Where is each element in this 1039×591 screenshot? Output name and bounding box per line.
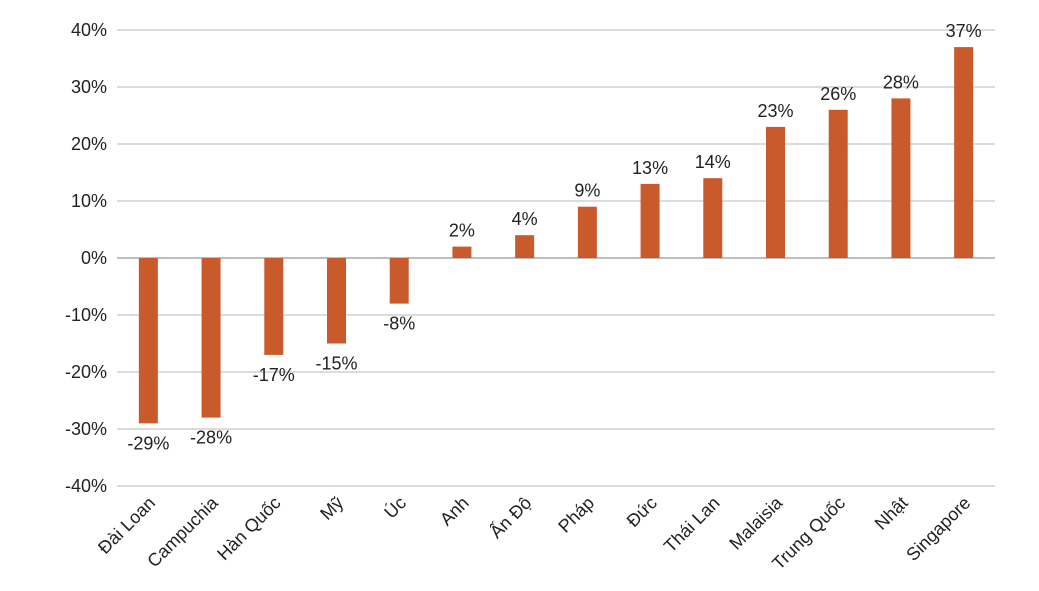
data-label: -8% bbox=[383, 314, 415, 334]
category-label: Anh bbox=[436, 493, 473, 530]
y-tick-label: -30% bbox=[65, 419, 107, 439]
data-label: -17% bbox=[253, 365, 295, 385]
category-label: Hàn Quốc bbox=[213, 493, 284, 564]
data-label: 13% bbox=[632, 158, 668, 178]
gridlines bbox=[117, 29, 995, 487]
data-label: 26% bbox=[820, 84, 856, 104]
y-axis-tick-labels: 40% 30% 20% 10% 0% -10% -20% -30% -40% bbox=[65, 20, 107, 496]
y-tick-label: 10% bbox=[71, 191, 107, 211]
bars bbox=[138, 47, 974, 424]
category-label: Mỹ bbox=[316, 493, 347, 524]
category-label: Đức bbox=[623, 493, 661, 531]
data-label: 37% bbox=[946, 21, 982, 41]
bar bbox=[703, 178, 723, 258]
bar bbox=[452, 246, 472, 258]
bar bbox=[828, 109, 848, 258]
y-tick-label: -40% bbox=[65, 476, 107, 496]
y-tick-label: 30% bbox=[71, 77, 107, 97]
data-label: 9% bbox=[574, 181, 600, 201]
bar bbox=[515, 235, 535, 258]
category-label: Đài Loan bbox=[94, 493, 159, 558]
category-label: Úc bbox=[380, 492, 410, 522]
bar bbox=[264, 258, 284, 355]
data-label: 28% bbox=[883, 72, 919, 92]
bar bbox=[138, 258, 158, 424]
data-label: 4% bbox=[512, 209, 538, 229]
data-labels: -29% -28% -17% -15% -8% 2% 4% 9% 13% 14% 23% 26% 28%… bbox=[127, 21, 981, 453]
data-label: 23% bbox=[757, 101, 793, 121]
y-tick-label: 0% bbox=[81, 248, 107, 268]
bar bbox=[201, 258, 221, 418]
category-label: Singapore bbox=[902, 493, 974, 565]
y-tick-label: 40% bbox=[71, 20, 107, 40]
data-label: -28% bbox=[190, 428, 232, 448]
y-tick-label: 20% bbox=[71, 134, 107, 154]
bar bbox=[577, 206, 597, 258]
category-label: Malaisia bbox=[725, 492, 787, 554]
category-label: Ấn Độ bbox=[485, 492, 535, 542]
y-tick-label: -10% bbox=[65, 305, 107, 325]
data-label: 14% bbox=[695, 152, 731, 172]
data-label: -29% bbox=[127, 433, 169, 453]
bar bbox=[766, 126, 785, 259]
bar bbox=[327, 258, 346, 344]
data-label: -15% bbox=[315, 354, 357, 374]
y-tick-label: -20% bbox=[65, 362, 107, 382]
bar bbox=[891, 98, 911, 259]
bar bbox=[389, 258, 409, 304]
data-label: 2% bbox=[449, 221, 475, 241]
category-label: Nhật bbox=[871, 493, 912, 534]
bar bbox=[954, 47, 974, 258]
category-label: Thái Lan bbox=[660, 493, 724, 557]
category-label: Pháp bbox=[554, 493, 598, 537]
bar bbox=[640, 183, 660, 258]
